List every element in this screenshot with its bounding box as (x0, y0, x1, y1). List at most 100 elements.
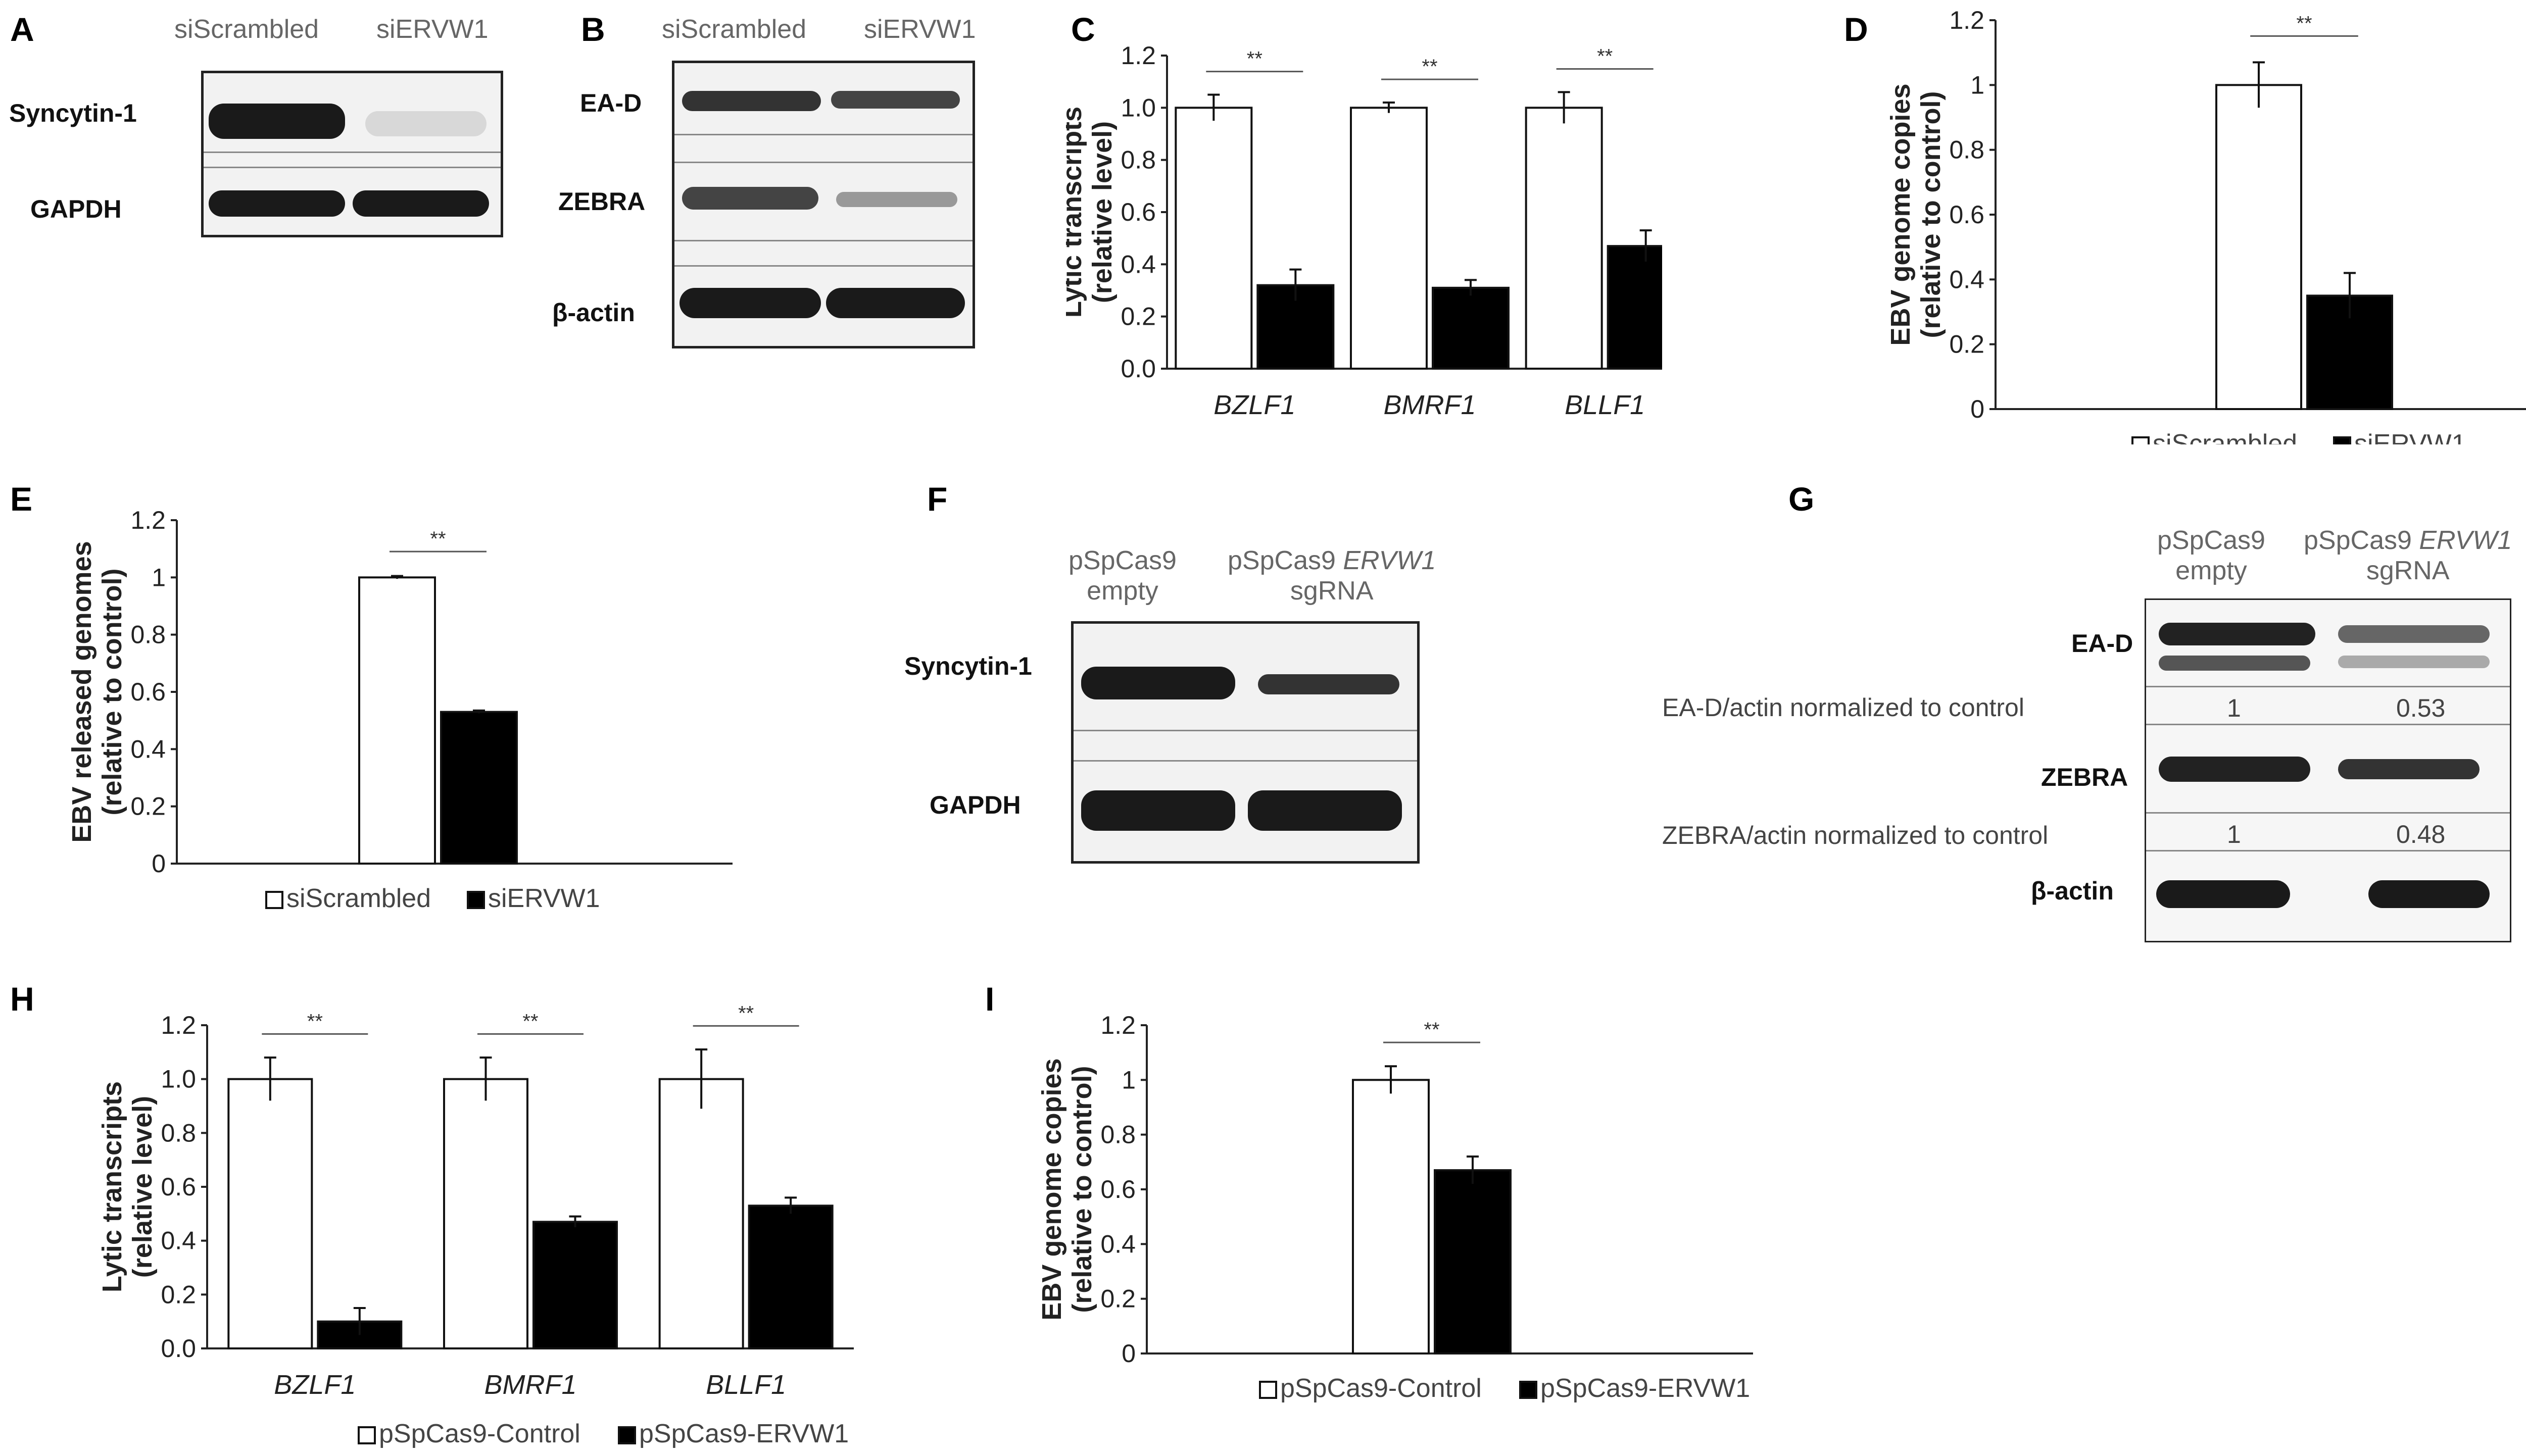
blot-band (209, 104, 345, 139)
western-blot-g: 1 0.53 1 0.48 (2145, 598, 2511, 942)
western-blot-b (672, 61, 975, 348)
lane-label-text: pSpCas9 (1228, 546, 1343, 575)
lane-label-pspcas9-empty: pSpCas9 empty (1068, 545, 1177, 606)
legend-label: pSpCas9-Control (1280, 1374, 1482, 1403)
blot-band (2338, 656, 2490, 668)
legend-label: pSpCas9-Control (379, 1419, 580, 1448)
row-label-gapdh: GAPDH (30, 195, 122, 223)
y-axis-label-line: EBV genome copies (1885, 83, 1916, 345)
blot-band (1081, 790, 1235, 831)
y-tick-label: 0.4 (1121, 250, 1156, 278)
bar (1350, 107, 1428, 370)
y-tick-label: 0.2 (1121, 303, 1156, 331)
bar (1256, 284, 1335, 370)
bar (358, 576, 436, 865)
panel-label-i: I (985, 980, 995, 1018)
row-label-zebra: ZEBRA (2041, 763, 2128, 791)
y-axis-label-line: Lytic transcripts (1066, 107, 1087, 318)
blot-divider (204, 152, 501, 153)
y-tick-label: 0.0 (1121, 355, 1156, 383)
row-label-syncytin1: Syncytin-1 (9, 99, 137, 127)
blot-divider (674, 265, 973, 267)
significance-stars: ** (430, 528, 446, 550)
bar (1434, 1169, 1512, 1354)
legend-swatch (2131, 436, 2150, 444)
y-axis-label-line: EBV genome copies (1037, 1058, 1067, 1320)
blot-band (836, 192, 957, 207)
blot-divider (674, 162, 973, 163)
y-tick-label: 1 (1970, 71, 1984, 99)
row-label-beta-actin: β-actin (552, 298, 635, 327)
significance-stars: ** (1247, 48, 1262, 70)
lane-label-text: empty (2175, 556, 2247, 585)
y-tick-label: 1 (152, 563, 166, 591)
chart-c: 0.0 0.2 0.4 0.6 0.8 1.0 1.2 Lytic transcripts(r… (1066, 41, 1662, 420)
blot-band (353, 190, 489, 217)
blot-band (2159, 656, 2310, 671)
row-label-syncytin1: Syncytin-1 (904, 652, 1032, 680)
row-label-beta-actin: β-actin (2031, 877, 2114, 905)
legend-swatch (618, 1426, 636, 1444)
x-tick-label: BMRF1 (1383, 390, 1476, 420)
lane-label-siscrambled: siScrambled (662, 15, 807, 44)
panel-label-g: G (1788, 480, 1815, 518)
y-tick-label: 0.4 (1949, 265, 1984, 293)
y-axis-label: EBV genome copies(relative to control) (1037, 1058, 1097, 1320)
y-tick-label: 0.0 (161, 1334, 196, 1363)
y-tick-label: 0.2 (130, 792, 166, 821)
legend-swatch (1259, 1381, 1277, 1399)
legend-label: pSpCas9-ERVW1 (639, 1419, 849, 1448)
bar (1607, 245, 1662, 370)
western-blot-a (201, 71, 503, 237)
lane-label-pspcas9-ervw1: pSpCas9 ERVW1 sgRNA (2304, 525, 2512, 586)
legend-label: siScrambled (2153, 429, 2297, 444)
lane-label-text: sgRNA (1290, 576, 1374, 606)
panel-label-c: C (1071, 11, 1095, 48)
blot-divider (2146, 686, 2510, 687)
bar (227, 1078, 313, 1349)
quant-value: 1 (2227, 820, 2241, 848)
panel-label-d: D (1844, 11, 1868, 48)
panel-label-b: B (581, 11, 605, 48)
lane-label-gene: ERVW1 (1343, 546, 1436, 575)
quant-value: 0.48 (2396, 820, 2446, 848)
blot-band (209, 190, 345, 217)
significance-stars: ** (307, 1010, 323, 1032)
blot-band (2338, 759, 2480, 779)
row-label-gapdh: GAPDH (930, 791, 1021, 819)
bar (658, 1078, 744, 1349)
y-tick-label: 1 (1122, 1066, 1136, 1094)
y-axis-label: Lytic transcripts(relative level) (1066, 107, 1118, 318)
row-label-ead: EA-D (580, 89, 642, 117)
significance-stars: ** (1597, 45, 1613, 68)
y-tick-label: 0.8 (1100, 1121, 1136, 1149)
legend-swatch (2333, 436, 2351, 444)
y-tick-label: 1.2 (130, 506, 166, 534)
quant-value: 0.53 (2396, 694, 2446, 722)
significance-stars: ** (738, 1002, 754, 1024)
row-label-zebra: ZEBRA (558, 187, 646, 216)
lane-label-text: siERVW1 (376, 15, 489, 44)
y-tick-label: 0.8 (1949, 136, 1984, 164)
bar (2215, 84, 2302, 411)
lane-label-text: sgRNA (2366, 556, 2450, 585)
lane-label-text: pSpCas9 (2157, 526, 2265, 555)
quant-value: 1 (2227, 694, 2241, 722)
lane-label-gene: ERVW1 (2419, 526, 2512, 555)
lane-label-siscrambled: siScrambled (174, 15, 319, 44)
y-tick-label: 0.2 (1949, 330, 1984, 359)
significance-stars: ** (1424, 1019, 1439, 1041)
y-tick-label: 1.0 (1121, 93, 1156, 122)
blot-band (682, 91, 821, 111)
y-axis-label-line: EBV released genomes (67, 541, 97, 842)
lane-label-siervw1: siERVW1 (376, 14, 489, 44)
y-tick-label: 0.4 (1100, 1230, 1136, 1258)
y-axis-label: EBV released genomes(relative to control… (67, 541, 127, 842)
blot-divider (204, 167, 501, 168)
y-tick-label: 0.8 (130, 621, 166, 649)
y-tick-label: 1.0 (161, 1065, 196, 1093)
panel-label-h: H (10, 980, 34, 1018)
blot-band (2159, 757, 2310, 782)
